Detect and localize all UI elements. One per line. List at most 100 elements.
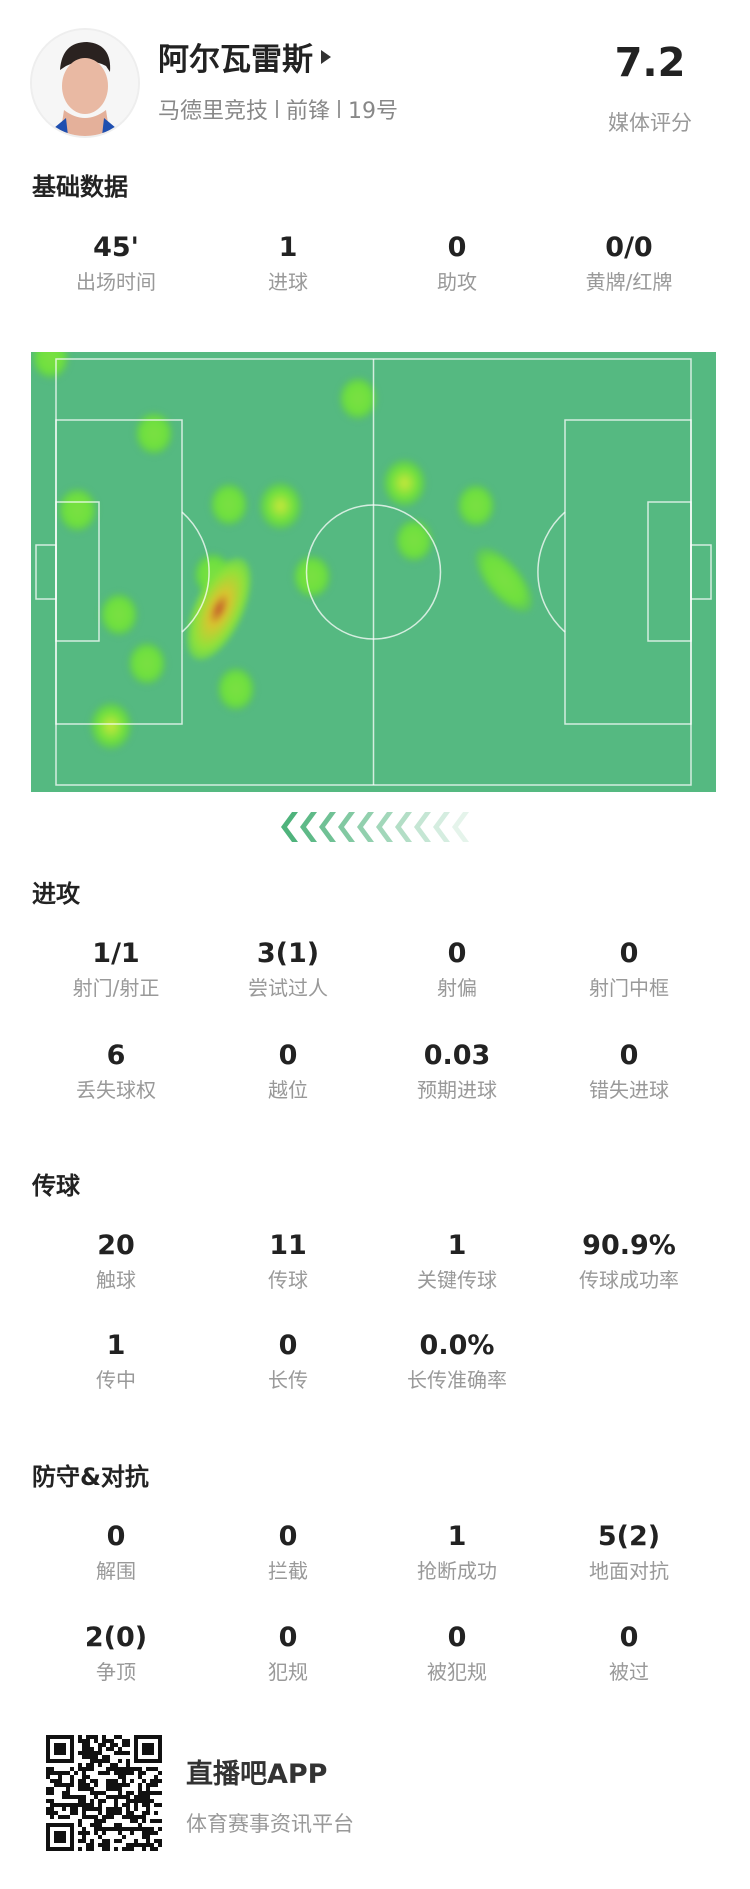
stat-label: 传中	[96, 1368, 136, 1392]
stat-value: 0	[278, 1521, 298, 1552]
right-penalty-box	[564, 419, 692, 725]
stat-item: 20 触球	[31, 1230, 201, 1294]
stat-value: 45'	[93, 232, 139, 263]
stat-value: 0	[619, 938, 639, 969]
stat-item: 1 关键传球	[372, 1230, 542, 1294]
media-rating: 7.2	[614, 40, 686, 86]
player-name: 阿尔瓦雷斯	[158, 42, 313, 78]
stat-item: 0 长传	[203, 1330, 373, 1394]
stat-label: 被犯规	[427, 1660, 487, 1684]
chevron-left-icon	[395, 812, 412, 842]
stat-label: 预期进球	[417, 1078, 497, 1102]
chevron-left-icon	[376, 812, 393, 842]
right-goal-box	[647, 501, 692, 642]
chevron-left-icon	[300, 812, 317, 842]
stat-label: 出场时间	[76, 270, 156, 294]
stat-item: 0 助攻	[372, 232, 542, 296]
stat-item: 0.03 预期进球	[372, 1040, 542, 1104]
stat-item: 0 解围	[31, 1521, 201, 1585]
play-arrow-icon	[321, 49, 331, 64]
stat-item: 1/1 射门/射正	[31, 938, 201, 1002]
stat-item: 1 传中	[31, 1330, 201, 1394]
stat-value: 1	[447, 1230, 467, 1261]
stat-label: 丢失球权	[76, 1078, 156, 1102]
stat-label: 被过	[609, 1660, 649, 1684]
stat-item: 0 被过	[544, 1622, 714, 1686]
stat-label: 进球	[268, 270, 308, 294]
stat-item: 0/0 黄牌/红牌	[544, 232, 714, 296]
stat-value: 0.0%	[419, 1330, 495, 1361]
stat-value: 20	[97, 1230, 135, 1261]
stat-value: 0	[278, 1622, 298, 1653]
stat-label: 长传准确率	[407, 1368, 507, 1392]
stat-item: 5(2) 地面对抗	[544, 1521, 714, 1585]
stat-value: 0	[447, 938, 467, 969]
stat-value: 5(2)	[597, 1521, 661, 1552]
stat-value: 1/1	[92, 938, 140, 969]
heatmap-spot	[216, 667, 255, 711]
stat-value: 0	[278, 1040, 298, 1071]
stat-value: 6	[106, 1040, 126, 1071]
stat-item: 3(1) 尝试过人	[203, 938, 373, 1002]
left-goal	[35, 544, 57, 600]
stat-label: 射门中框	[589, 976, 669, 1000]
stat-label: 拦截	[268, 1559, 308, 1583]
stat-item: 1 抢断成功	[372, 1521, 542, 1585]
stat-value: 0	[447, 232, 467, 263]
media-rating-label: 媒体评分	[608, 111, 692, 135]
attack-direction-arrows	[281, 812, 469, 842]
stat-item: 90.9% 传球成功率	[544, 1230, 714, 1294]
divider	[338, 100, 341, 118]
center-circle	[305, 504, 442, 640]
stat-value: 3(1)	[256, 938, 320, 969]
heatmap-spot	[259, 481, 302, 530]
shirt-number: 19号	[348, 99, 399, 124]
stat-label: 争顶	[96, 1660, 136, 1684]
section-title-passing: 传球	[32, 1172, 80, 1200]
stat-item: 0 被犯规	[372, 1622, 542, 1686]
stat-item: 0 犯规	[203, 1622, 373, 1686]
stat-label: 尝试过人	[248, 976, 328, 1000]
stat-value: 11	[269, 1230, 307, 1261]
heatmap-spot	[394, 518, 433, 562]
heatmap-spot	[292, 554, 331, 598]
heatmap-pitch	[31, 352, 716, 792]
heatmap-spot	[383, 458, 426, 507]
stat-value: 0.03	[423, 1040, 491, 1071]
section-title-basic: 基础数据	[32, 173, 128, 201]
left-penalty-arc	[181, 511, 210, 633]
heatmap-spot	[57, 487, 98, 533]
stat-label: 地面对抗	[589, 1559, 669, 1583]
heatmap-spot	[128, 641, 167, 686]
divider	[276, 100, 279, 118]
stat-label: 犯规	[268, 1660, 308, 1684]
chevron-left-icon	[319, 812, 336, 842]
stat-value: 0/0	[605, 232, 653, 263]
stat-label: 触球	[96, 1268, 136, 1292]
position: 前锋	[286, 99, 331, 124]
stat-item: 0 射门中框	[544, 938, 714, 1002]
heatmap-spot	[457, 483, 496, 528]
player-photo-icon	[32, 30, 138, 136]
player-info: 马德里竞技 前锋 19号	[158, 93, 398, 125]
app-name: 直播吧APP	[186, 1759, 328, 1790]
stat-item: 0 错失进球	[544, 1040, 714, 1104]
stat-value: 2(0)	[84, 1622, 148, 1653]
heatmap-spot	[339, 377, 378, 421]
stat-label: 解围	[96, 1559, 136, 1583]
stat-item: 0.0% 长传准确率	[372, 1330, 542, 1394]
stat-item: 6 丢失球权	[31, 1040, 201, 1104]
player-name-link[interactable]: 阿尔瓦雷斯	[158, 34, 331, 79]
stat-label: 长传	[268, 1368, 308, 1392]
stat-label: 越位	[268, 1078, 308, 1102]
left-penalty-box	[55, 419, 183, 725]
section-title-attack: 进攻	[32, 880, 80, 908]
stat-item: 11 传球	[203, 1230, 373, 1294]
chevron-left-icon	[433, 812, 450, 842]
stat-value: 0	[106, 1521, 126, 1552]
stat-value: 1	[106, 1330, 126, 1361]
stat-value: 0	[447, 1622, 467, 1653]
stat-item: 2(0) 争顶	[31, 1622, 201, 1686]
stat-item: 1 进球	[203, 232, 373, 296]
stat-label: 助攻	[437, 270, 477, 294]
